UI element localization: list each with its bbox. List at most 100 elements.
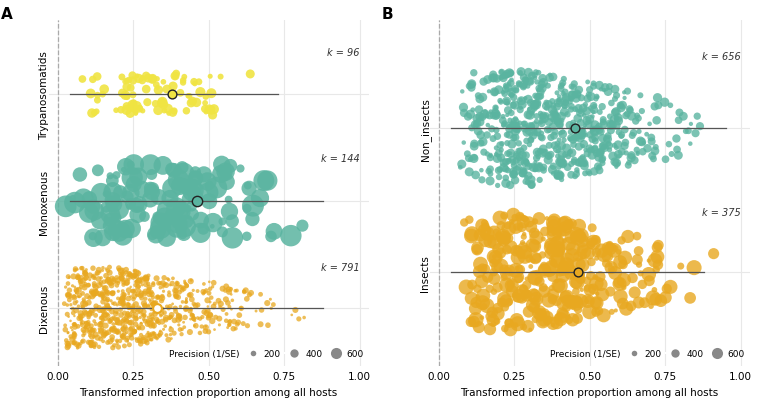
Point (597, 119, 610, 126)
Point (167, 110, 179, 116)
Point (551, 174, 563, 181)
Point (577, 105, 589, 112)
Point (97, 92, 109, 98)
Point (72, 345, 84, 352)
Point (540, 103, 552, 110)
Point (76, 265, 88, 272)
Point (151, 85, 163, 92)
Point (124, 201, 136, 207)
Point (196, 324, 208, 330)
Point (100, 312, 112, 318)
Point (520, 153, 532, 159)
Point (517, 219, 530, 225)
Point (652, 262, 664, 269)
Point (187, 99, 199, 105)
Point (533, 177, 546, 184)
Point (219, 170, 232, 176)
Point (474, 96, 486, 103)
Point (520, 80, 532, 86)
Point (597, 143, 610, 150)
Point (555, 173, 567, 179)
Point (122, 301, 134, 308)
Point (217, 307, 229, 313)
Point (469, 122, 481, 128)
Point (185, 277, 197, 284)
Point (147, 333, 159, 339)
Point (582, 169, 594, 175)
Point (471, 286, 483, 292)
Point (204, 74, 216, 80)
Point (621, 89, 633, 95)
Point (636, 109, 648, 115)
Point (526, 182, 538, 188)
Point (596, 248, 608, 254)
Point (626, 113, 638, 120)
Text: k = 791: k = 791 (321, 262, 360, 273)
Point (135, 292, 147, 299)
Point (479, 109, 491, 116)
Point (135, 339, 147, 345)
Point (595, 281, 607, 288)
Point (503, 226, 515, 232)
Point (510, 267, 522, 274)
Point (136, 282, 149, 288)
Point (168, 330, 180, 337)
Point (631, 233, 643, 240)
Point (632, 150, 644, 156)
Point (524, 124, 536, 131)
Point (174, 303, 187, 310)
Point (106, 309, 118, 315)
Point (594, 129, 607, 135)
Point (577, 143, 589, 150)
Point (103, 305, 115, 312)
Point (570, 279, 582, 286)
Point (142, 314, 155, 321)
Point (106, 275, 118, 282)
Point (648, 156, 660, 163)
Point (499, 326, 511, 332)
Point (94, 336, 107, 342)
Point (162, 337, 174, 343)
Point (529, 130, 541, 137)
Point (94, 320, 106, 326)
Point (589, 135, 601, 141)
Point (84, 277, 96, 283)
Point (504, 151, 517, 157)
Point (154, 285, 166, 291)
Point (501, 247, 513, 253)
Point (519, 216, 531, 223)
Point (562, 151, 575, 158)
Point (69, 321, 81, 327)
Point (102, 276, 114, 282)
Point (581, 278, 593, 284)
Point (181, 283, 193, 290)
Point (75, 281, 87, 288)
Point (581, 96, 594, 102)
Point (189, 81, 201, 87)
Point (550, 258, 562, 264)
Point (69, 267, 81, 274)
Point (178, 324, 190, 330)
Point (608, 143, 620, 149)
Point (187, 315, 200, 322)
Point (141, 275, 153, 282)
Point (180, 305, 192, 311)
Point (555, 143, 568, 149)
Point (61, 311, 73, 318)
Point (529, 72, 541, 79)
Point (566, 92, 578, 99)
Point (477, 139, 489, 146)
Point (468, 156, 480, 162)
Point (78, 284, 91, 291)
Point (690, 131, 702, 137)
Point (495, 155, 507, 162)
Point (100, 273, 112, 279)
Point (514, 82, 527, 88)
Point (543, 155, 555, 161)
Point (625, 303, 637, 309)
Point (105, 326, 117, 333)
Point (502, 86, 514, 92)
Point (117, 295, 130, 302)
Point (517, 169, 530, 175)
Point (546, 296, 559, 303)
